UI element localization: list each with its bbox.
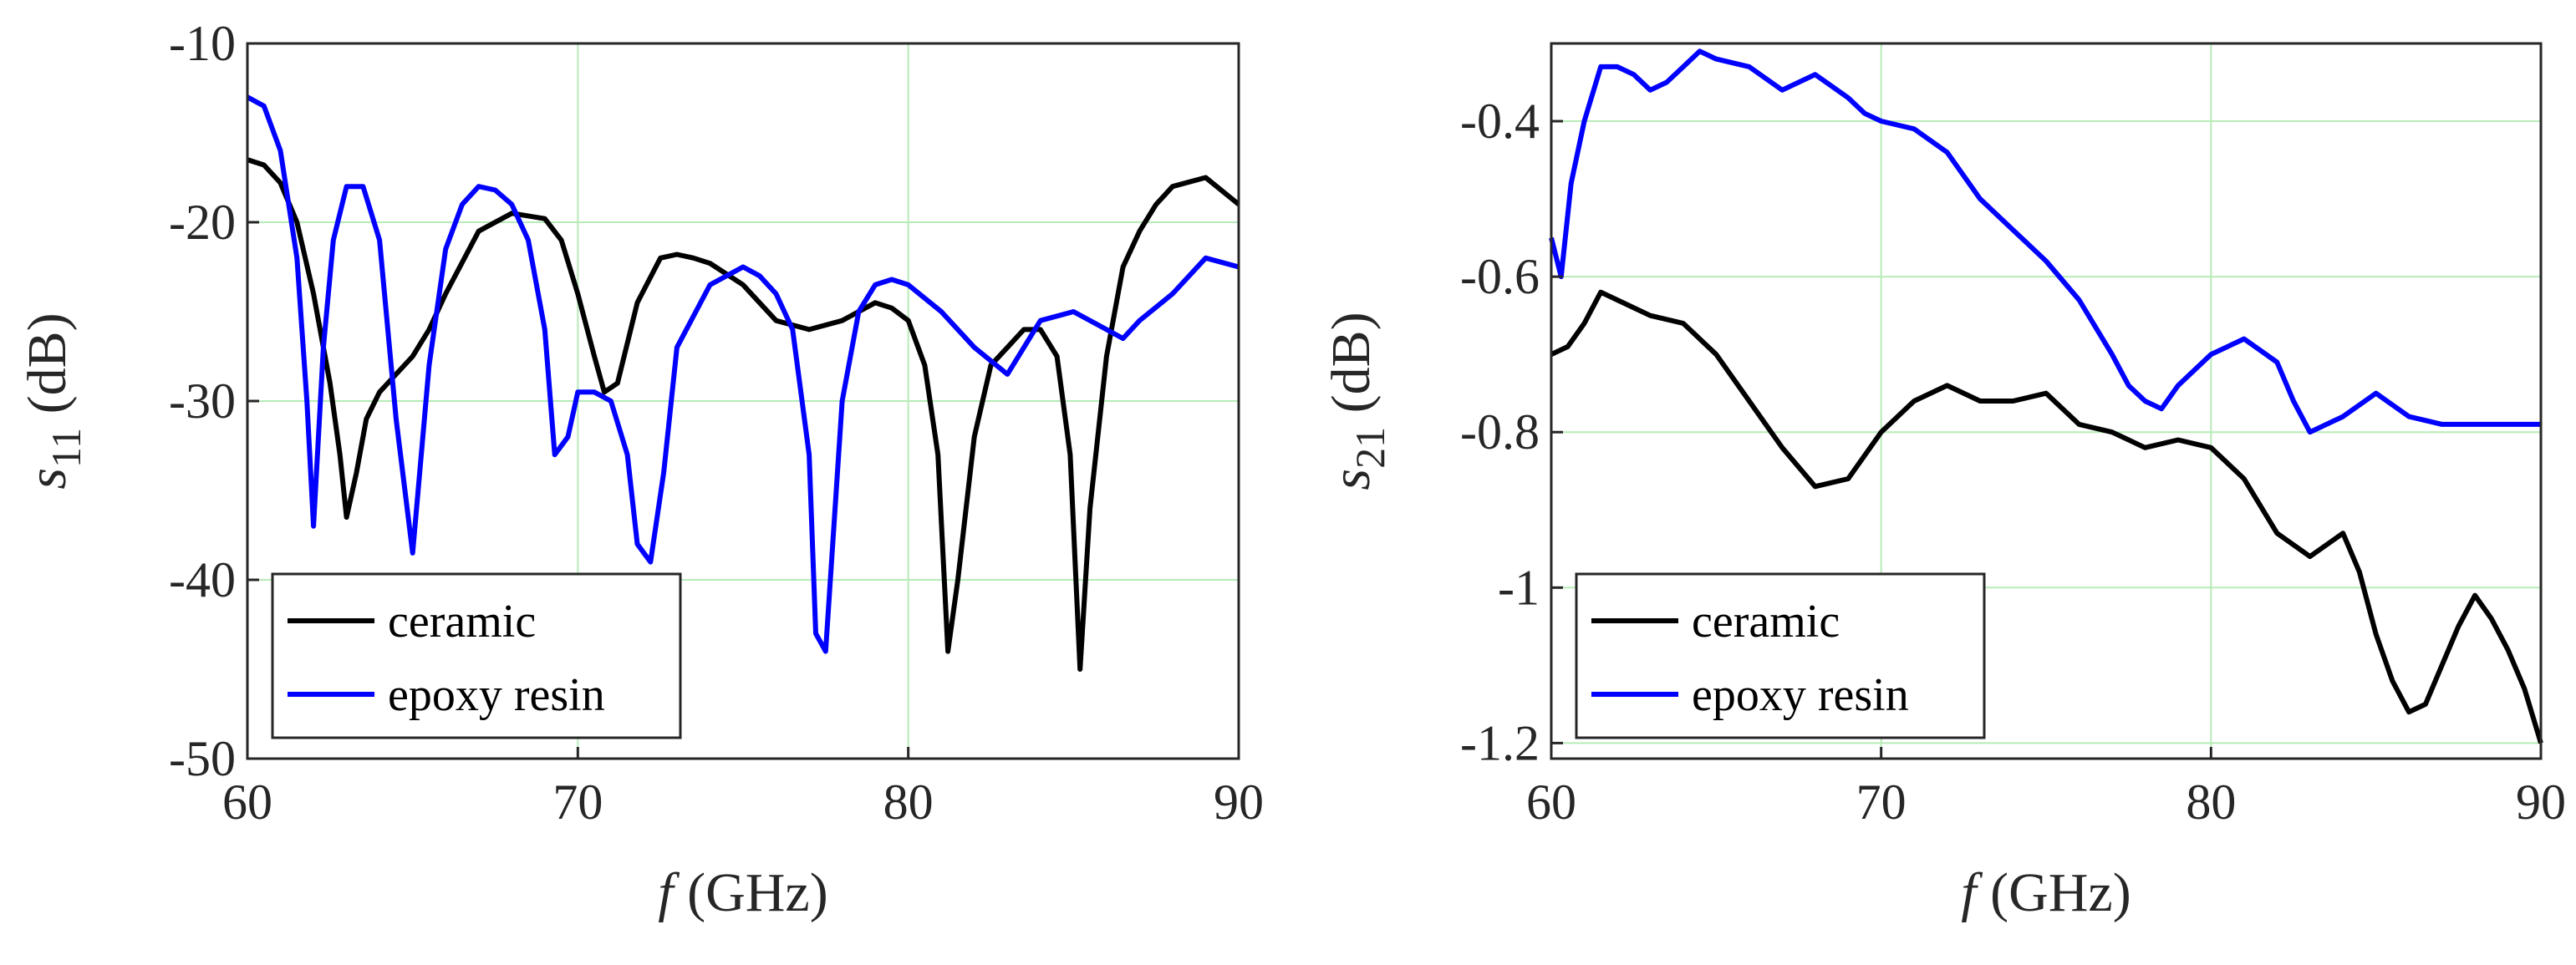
chart1-series-line-epoxy-resin	[246, 94, 1240, 654]
chart2-x-tick-label-3: 90	[2516, 775, 2566, 830]
chart2-legend-label-epoxy-resin: epoxy resin	[1692, 669, 1909, 721]
chart1-x-tick-label-1: 70	[552, 775, 603, 830]
chart1-y-tick-label-3: -20	[169, 195, 236, 250]
chart2-y-axis-label: s21 (dB)	[1321, 312, 1393, 490]
chart2-axes-box	[1550, 42, 2543, 760]
chart1-legend-label-epoxy-resin: epoxy resin	[388, 669, 605, 721]
chart2-y-tick-label-0: -1.2	[1460, 715, 1540, 770]
chart1-legend-box	[271, 572, 682, 739]
chart1-x-tick-label-3: 90	[1214, 775, 1264, 830]
chart1-x-tick-label-2: 80	[883, 775, 934, 830]
chart1-x-axis-label: f (GHz)	[658, 862, 827, 923]
chart1-y-tick-label-0: -50	[169, 731, 236, 786]
chart2-legend-box	[1575, 572, 1986, 739]
chart2-y-tick-label-2: -0.8	[1460, 404, 1540, 460]
chart1-x-tick-label-0: 60	[222, 775, 272, 830]
chart2-y-tick-label-1: -1	[1498, 560, 1540, 615]
chart1-y-tick-label-1: -40	[169, 552, 236, 607]
chart2-x-tick-label-0: 60	[1526, 775, 1576, 830]
chart2-x-axis-label: f (GHz)	[1961, 862, 2131, 923]
chart2-series-line-ceramic	[1550, 289, 2543, 744]
chart2-y-tick-label-4: -0.4	[1460, 94, 1540, 149]
chart2-x-tick-label-1: 70	[1856, 775, 1907, 830]
chart1-group: 60 70 80 90 -50 -40 -30 -20 -10 f (GHz) s11 (dB) ce…	[17, 16, 1264, 923]
chart1-y-tick-label-4: -10	[169, 16, 236, 71]
chart1-series-line-ceramic	[247, 157, 1240, 672]
chart1-legend-label-ceramic: ceramic	[388, 596, 536, 648]
chart2-legend-label-ceramic: ceramic	[1692, 596, 1840, 648]
chart1-y-tick-label-2: -30	[169, 373, 236, 429]
chart2-y-tick-label-3: -0.6	[1460, 249, 1540, 304]
chart1-y-axis-label: s11 (dB)	[17, 312, 89, 489]
chart2-group: 60 70 80 90 -1.2 -1 -0.8 -0.6 -0.4 f (GHz) s21 (dB…	[1321, 42, 2566, 923]
chart2-series-line-epoxy-resin	[1549, 48, 2541, 435]
chart2-x-tick-label-2: 80	[2186, 775, 2236, 830]
